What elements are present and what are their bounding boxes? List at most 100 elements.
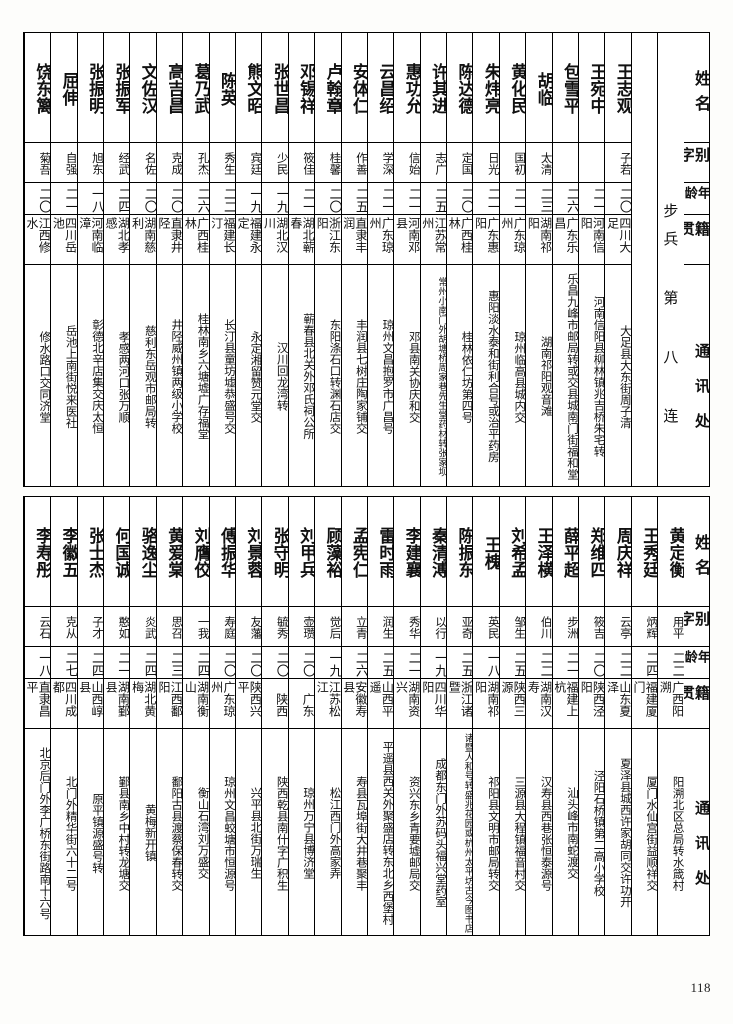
person-name: 王泽横 xyxy=(526,497,552,607)
person-name: 张世昌 xyxy=(262,33,288,143)
page-number: 118 xyxy=(690,980,711,995)
person-column: 陈达德 定国 二〇 广西桂林 桂林依仁坊第四号 xyxy=(446,33,473,486)
person-column: 陈英 秀生 二二 福建长汀 长汀县童坊墟恭盛号交 xyxy=(208,33,235,486)
person-column: 高吉昌 克成 二〇 直隶井陉 井陉威州镇两级小学校 xyxy=(155,33,183,486)
person-origin: 湖北黄梅 xyxy=(130,679,156,729)
person-alias: 立青 xyxy=(341,607,367,647)
person-column: 张守明 毓秀 二〇 陕西 陕西乾县南什字广积生 xyxy=(261,497,288,935)
person-address: 蕲春县北关外邓氏祠公所 xyxy=(302,313,315,440)
person-alias: 友藩 xyxy=(235,607,262,647)
person-address: 桂林依仁坊第四号 xyxy=(460,330,473,423)
person-address: 琼州文昌蛟塘市恒源号 xyxy=(222,775,235,891)
person-address: 常州小南门外胡塘桥周家巷先生堂药材转 张家坝 xyxy=(421,265,446,486)
person-age: 二〇 xyxy=(315,183,341,215)
person-age: 二五 xyxy=(420,183,447,215)
person-origin: 湖南衡山 xyxy=(183,679,209,729)
person-origin: 福建永定 xyxy=(235,215,262,265)
person-column: 骆逸尘 炎武 二四 湖北黄梅 黄梅新开镇 xyxy=(129,497,156,935)
roster-columns-bottom: 姓名 别字 年龄 籍贯 通讯处 黄定衡 用平 二二 广西阳溯 阳溯北区总局转水箴村 王秀廷… xyxy=(23,497,709,935)
person-origin: 湖南慈利 xyxy=(130,215,156,265)
person-age: 二二 xyxy=(658,647,684,679)
person-name: 孟宪仁 xyxy=(341,497,367,607)
person-alias: 壶瓒 xyxy=(288,607,315,647)
person-name: 李徽五 xyxy=(51,497,77,607)
person-age: 二〇 xyxy=(24,183,51,215)
person-name: 卢翰章 xyxy=(315,33,341,143)
person-alias: 筱吉 xyxy=(579,607,605,647)
row-label-age: 年龄 xyxy=(683,647,709,679)
person-column: 刘甲兵 壶瓒 二〇 广东 琼州万宁县博济堂 xyxy=(287,497,315,935)
blank-column xyxy=(630,33,657,486)
person-alias: 润生 xyxy=(367,607,394,647)
person-column: 卢翰章 桂馨 二〇 浙江东阳 东阳涤石口转渊石店交 xyxy=(314,33,341,486)
person-column: 黄爱棠 思召 二三 江西鄱阳 鄱阳古县渡蔡保春转交 xyxy=(155,497,183,935)
person-name: 傅振华 xyxy=(209,497,235,607)
person-column: 云昌绍 学深 二一 广东琼州 琼州文昌抱罗市广昌号 xyxy=(366,33,394,486)
person-alias: 定国 xyxy=(447,143,473,183)
person-address: 汕头峰市南蛇渡交 xyxy=(566,787,579,879)
person-column: 邓锡祥 筱佳 二一 湖北蕲春 蕲春县北关外邓氏祠公所 xyxy=(287,33,315,486)
person-name: 葛乃武 xyxy=(183,33,209,143)
person-name: 周庆祥 xyxy=(605,497,631,607)
person-address: 三源县大程镇福音村交 xyxy=(513,775,526,891)
person-alias: 自强 xyxy=(51,143,77,183)
person-age: 二六 xyxy=(341,647,367,679)
person-age: 二〇 xyxy=(262,647,288,679)
person-alias: 一我 xyxy=(183,607,209,647)
person-alias: 日光 xyxy=(473,143,499,183)
person-alias: 国初 xyxy=(499,143,526,183)
person-address: 邓县南关协庆和交 xyxy=(407,330,420,423)
person-origin: 湖南资兴 xyxy=(394,679,420,729)
person-name: 黄爱棠 xyxy=(156,497,183,607)
person-name: 饶东篱 xyxy=(24,33,51,143)
person-age: 二〇 xyxy=(288,647,315,679)
person-address: 衡山石湾刘万盛交 xyxy=(196,787,209,879)
person-age: 二五 xyxy=(341,183,367,215)
person-name: 包雪平 xyxy=(552,33,579,143)
person-column: 王宛中 二一 河南信阳 河南信阳县柳林镇兆吉桥朱宅转 xyxy=(578,33,605,486)
person-alias: 伯川 xyxy=(526,607,552,647)
person-origin: 浙江东阳 xyxy=(315,215,341,265)
person-origin: 广东 xyxy=(288,679,315,729)
unit-title-column: 步兵 第 八 连 xyxy=(657,33,683,486)
person-alias: 旭东 xyxy=(77,143,104,183)
person-alias: 太清 xyxy=(526,143,552,183)
person-column: 王泽横 伯川 二二 湖南汉寿 汉寿县西巷张恒泰源号 xyxy=(525,497,552,935)
row-label-address: 通讯处 xyxy=(693,799,709,905)
person-age: 二五 xyxy=(367,647,394,679)
person-name: 张振明 xyxy=(77,33,104,143)
person-address: 鄞县南乡中村转龙塘交 xyxy=(117,775,130,891)
person-name: 李建襄 xyxy=(394,497,420,607)
person-address-line2: 杭州太平坊古今图书店 xyxy=(462,837,473,933)
row-label-name: 姓名 xyxy=(683,497,709,607)
person-origin: 四川华阳 xyxy=(420,679,447,729)
person-age: 一九 xyxy=(262,183,288,215)
person-age: 二〇 xyxy=(156,183,183,215)
person-column: 朱炜亮 日光 二一 广东惠阳 惠阳淡水泰和街利合号或治平药房 xyxy=(472,33,499,486)
person-name: 郑维四 xyxy=(579,497,605,607)
person-alias: 亚奇 xyxy=(447,607,473,647)
person-name: 云昌绍 xyxy=(367,33,394,143)
person-name: 何国诚 xyxy=(104,497,130,607)
person-address: 陕西乾县南什字广积生 xyxy=(275,775,288,891)
row-label-name: 姓名 xyxy=(683,33,709,143)
person-alias: 信始 xyxy=(394,143,420,183)
person-address: 琼州临高县城内交 xyxy=(513,330,526,423)
person-address: 丰润县七树庄陶家铺交 xyxy=(354,319,367,434)
person-age: 二一 xyxy=(552,647,579,679)
person-origin: 山西崞县 xyxy=(77,679,104,729)
person-age: 一九 xyxy=(235,183,262,215)
person-address: 汉川回龙湾转 xyxy=(275,342,288,411)
person-name: 邓锡祥 xyxy=(288,33,315,143)
person-address-line1: 常州小南门外胡塘桥周家巷先生堂药材转 xyxy=(436,276,447,448)
person-age: 二二 xyxy=(605,647,631,679)
person-column: 周庆祥 云亭 二二 山东夏泽 夏泽县城西许家胡同交许功开 xyxy=(604,497,631,935)
person-address: 孝感两河口张万顺 xyxy=(117,330,130,423)
person-alias: 以行 xyxy=(420,607,447,647)
person-name: 刘希孟 xyxy=(499,497,526,607)
person-age: 二六 xyxy=(552,183,579,215)
person-alias: 克从 xyxy=(51,607,77,647)
person-origin: 广西阳溯 xyxy=(658,679,684,729)
person-column: 薛平超 步洲 二一 福建上杭 汕头峰市南蛇渡交 xyxy=(551,497,579,935)
person-address: 原平镇源盛号转 xyxy=(91,792,104,874)
